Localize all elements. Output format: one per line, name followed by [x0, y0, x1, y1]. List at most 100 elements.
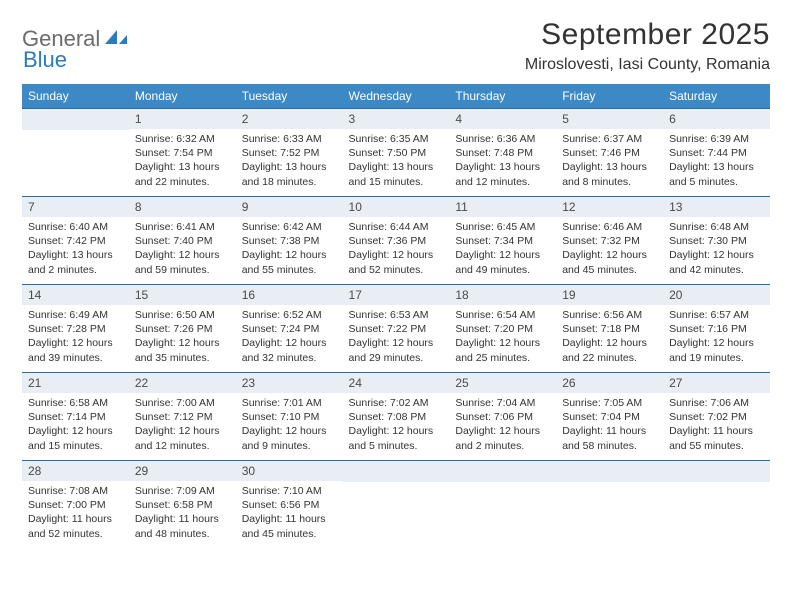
daylight-text-1: Daylight: 12 hours [135, 336, 230, 350]
sunset-text: Sunset: 7:44 PM [669, 146, 764, 160]
sunrise-text: Sunrise: 6:33 AM [242, 132, 337, 146]
sunrise-text: Sunrise: 7:05 AM [562, 396, 657, 410]
sunset-text: Sunset: 7:04 PM [562, 410, 657, 424]
daynum-bar: 2 [236, 108, 343, 129]
daynum-bar: 10 [343, 196, 450, 217]
daynum-bar: 16 [236, 284, 343, 305]
daylight-text-1: Daylight: 12 hours [455, 424, 550, 438]
sunrise-text: Sunrise: 7:02 AM [349, 396, 444, 410]
calendar-week-row: 14Sunrise: 6:49 AMSunset: 7:28 PMDayligh… [22, 284, 770, 372]
daynum-bar: 7 [22, 196, 129, 217]
cell-body: Sunrise: 6:57 AMSunset: 7:16 PMDaylight:… [663, 305, 770, 371]
daylight-text-2: and 39 minutes. [28, 351, 123, 365]
sunrise-text: Sunrise: 6:32 AM [135, 132, 230, 146]
sunrise-text: Sunrise: 7:04 AM [455, 396, 550, 410]
daylight-text-2: and 59 minutes. [135, 263, 230, 277]
daynum-bar: 27 [663, 372, 770, 393]
cell-body: Sunrise: 6:41 AMSunset: 7:40 PMDaylight:… [129, 217, 236, 283]
daynum-bar: 26 [556, 372, 663, 393]
calendar-table: SundayMondayTuesdayWednesdayThursdayFrid… [22, 84, 770, 548]
calendar-cell: 23Sunrise: 7:01 AMSunset: 7:10 PMDayligh… [236, 372, 343, 460]
daylight-text-1: Daylight: 11 hours [135, 512, 230, 526]
sunrise-text: Sunrise: 6:35 AM [349, 132, 444, 146]
sunrise-text: Sunrise: 7:10 AM [242, 484, 337, 498]
sunset-text: Sunset: 7:02 PM [669, 410, 764, 424]
cell-body: Sunrise: 7:04 AMSunset: 7:06 PMDaylight:… [449, 393, 556, 459]
daynum-bar: 18 [449, 284, 556, 305]
sunrise-text: Sunrise: 6:42 AM [242, 220, 337, 234]
calendar-week-row: 1Sunrise: 6:32 AMSunset: 7:54 PMDaylight… [22, 108, 770, 196]
sunset-text: Sunset: 7:22 PM [349, 322, 444, 336]
cell-body: Sunrise: 6:53 AMSunset: 7:22 PMDaylight:… [343, 305, 450, 371]
daylight-text-2: and 58 minutes. [562, 439, 657, 453]
cell-body: Sunrise: 7:05 AMSunset: 7:04 PMDaylight:… [556, 393, 663, 459]
daylight-text-1: Daylight: 12 hours [242, 248, 337, 262]
cell-body: Sunrise: 7:08 AMSunset: 7:00 PMDaylight:… [22, 481, 129, 547]
weekday-header: Wednesday [343, 84, 450, 108]
daylight-text-2: and 32 minutes. [242, 351, 337, 365]
daylight-text-2: and 22 minutes. [135, 175, 230, 189]
daylight-text-2: and 48 minutes. [135, 527, 230, 541]
daynum-bar: 25 [449, 372, 556, 393]
daynum-bar: 12 [556, 196, 663, 217]
logo-sail-icon [100, 26, 129, 52]
cell-body: Sunrise: 6:42 AMSunset: 7:38 PMDaylight:… [236, 217, 343, 283]
daylight-text-1: Daylight: 12 hours [28, 336, 123, 350]
calendar-cell: 10Sunrise: 6:44 AMSunset: 7:36 PMDayligh… [343, 196, 450, 284]
daynum-bar-empty [22, 108, 129, 130]
cell-body: Sunrise: 6:49 AMSunset: 7:28 PMDaylight:… [22, 305, 129, 371]
sunrise-text: Sunrise: 6:36 AM [455, 132, 550, 146]
daylight-text-2: and 8 minutes. [562, 175, 657, 189]
calendar-cell: 24Sunrise: 7:02 AMSunset: 7:08 PMDayligh… [343, 372, 450, 460]
sunrise-text: Sunrise: 6:39 AM [669, 132, 764, 146]
sunset-text: Sunset: 7:26 PM [135, 322, 230, 336]
daylight-text-2: and 55 minutes. [669, 439, 764, 453]
daylight-text-2: and 19 minutes. [669, 351, 764, 365]
calendar-cell: 11Sunrise: 6:45 AMSunset: 7:34 PMDayligh… [449, 196, 556, 284]
sunset-text: Sunset: 7:40 PM [135, 234, 230, 248]
daylight-text-1: Daylight: 12 hours [242, 424, 337, 438]
calendar-cell [22, 108, 129, 196]
cell-body: Sunrise: 6:36 AMSunset: 7:48 PMDaylight:… [449, 129, 556, 195]
calendar-cell: 2Sunrise: 6:33 AMSunset: 7:52 PMDaylight… [236, 108, 343, 196]
sunset-text: Sunset: 7:46 PM [562, 146, 657, 160]
daylight-text-2: and 52 minutes. [28, 527, 123, 541]
calendar-cell [663, 460, 770, 548]
sunset-text: Sunset: 7:30 PM [669, 234, 764, 248]
calendar-cell: 27Sunrise: 7:06 AMSunset: 7:02 PMDayligh… [663, 372, 770, 460]
cell-body: Sunrise: 7:06 AMSunset: 7:02 PMDaylight:… [663, 393, 770, 459]
weekday-header: Thursday [449, 84, 556, 108]
sunset-text: Sunset: 7:28 PM [28, 322, 123, 336]
daynum-bar: 22 [129, 372, 236, 393]
sunset-text: Sunset: 7:32 PM [562, 234, 657, 248]
daylight-text-1: Daylight: 12 hours [242, 336, 337, 350]
daynum-bar-empty [343, 460, 450, 482]
sunset-text: Sunset: 7:36 PM [349, 234, 444, 248]
weekday-header: Monday [129, 84, 236, 108]
daynum-bar-empty [663, 460, 770, 482]
daynum-bar: 5 [556, 108, 663, 129]
daylight-text-1: Daylight: 12 hours [135, 248, 230, 262]
sunrise-text: Sunrise: 6:57 AM [669, 308, 764, 322]
calendar-cell: 8Sunrise: 6:41 AMSunset: 7:40 PMDaylight… [129, 196, 236, 284]
sunset-text: Sunset: 7:00 PM [28, 498, 123, 512]
daylight-text-2: and 42 minutes. [669, 263, 764, 277]
calendar-page: General September 2025 Miroslovesti, Ias… [0, 0, 792, 548]
daylight-text-2: and 5 minutes. [669, 175, 764, 189]
daynum-bar: 15 [129, 284, 236, 305]
sunset-text: Sunset: 7:54 PM [135, 146, 230, 160]
sunset-text: Sunset: 7:24 PM [242, 322, 337, 336]
sunset-text: Sunset: 7:52 PM [242, 146, 337, 160]
daylight-text-2: and 55 minutes. [242, 263, 337, 277]
weekday-header: Sunday [22, 84, 129, 108]
calendar-week-row: 28Sunrise: 7:08 AMSunset: 7:00 PMDayligh… [22, 460, 770, 548]
daynum-bar: 23 [236, 372, 343, 393]
calendar-cell: 18Sunrise: 6:54 AMSunset: 7:20 PMDayligh… [449, 284, 556, 372]
daylight-text-1: Daylight: 12 hours [135, 424, 230, 438]
title-block: September 2025 Miroslovesti, Iasi County… [525, 18, 770, 74]
sunrise-text: Sunrise: 6:40 AM [28, 220, 123, 234]
daylight-text-1: Daylight: 12 hours [455, 248, 550, 262]
cell-body: Sunrise: 6:32 AMSunset: 7:54 PMDaylight:… [129, 129, 236, 195]
weekday-header: Saturday [663, 84, 770, 108]
sunrise-text: Sunrise: 6:41 AM [135, 220, 230, 234]
